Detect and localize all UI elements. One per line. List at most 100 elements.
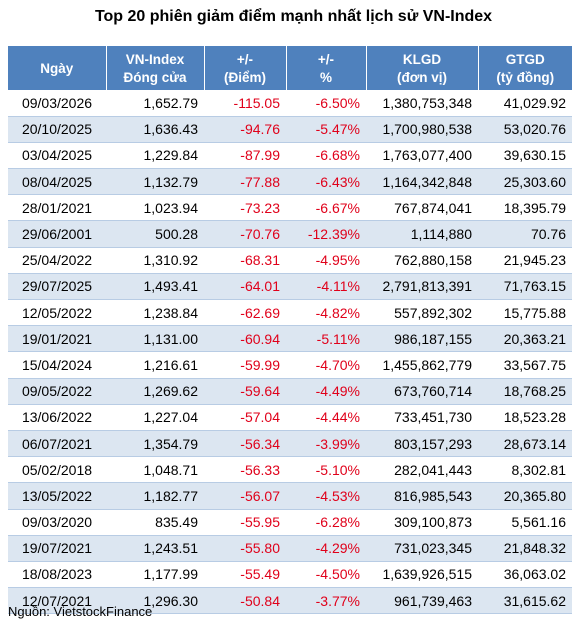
close-cell: 1,243.51 xyxy=(106,535,204,562)
column-header-date: Ngày xyxy=(8,46,106,90)
value-cell: 33,567.75 xyxy=(478,351,572,379)
volume-cell: 1,380,753,348 xyxy=(366,90,478,117)
date-cell: 19/01/2021 xyxy=(8,325,106,353)
change-percent-cell: -5.10% xyxy=(286,456,366,484)
close-cell: 835.49 xyxy=(106,509,204,536)
value-cell: 53,020.76 xyxy=(478,116,572,143)
table-row: 12/05/2022 1,238.84 -62.69 -4.82% 557,892,30… xyxy=(8,299,572,327)
date-cell: 08/04/2025 xyxy=(8,168,106,196)
change-points-cell: -115.05 xyxy=(204,90,286,117)
volume-cell: 673,760,714 xyxy=(366,378,478,405)
table-row: 25/04/2022 1,310.92 -68.31 -4.95% 762,880,15… xyxy=(8,247,572,274)
change-points-cell: -57.04 xyxy=(204,404,286,431)
table-row: 03/04/2025 1,229.84 -87.99 -6.68% 1,763,077,… xyxy=(8,142,572,170)
close-cell: 1,177.99 xyxy=(106,561,204,589)
close-cell: 500.28 xyxy=(106,220,204,248)
date-cell: 12/05/2022 xyxy=(8,299,106,327)
value-cell: 36,063.02 xyxy=(478,561,572,589)
change-points-cell: -56.33 xyxy=(204,456,286,484)
table-row: 05/02/2018 1,048.71 -56.33 -5.10% 282,041,44… xyxy=(8,456,572,484)
value-cell: 18,768.25 xyxy=(478,378,572,405)
change-percent-cell: -4.70% xyxy=(286,351,366,379)
volume-cell: 309,100,873 xyxy=(366,509,478,536)
table-row: 29/06/2001 500.28 -70.76 -12.39% 1,114,880 70… xyxy=(8,220,572,248)
change-percent-cell: -6.67% xyxy=(286,194,366,222)
table-row: 13/06/2022 1,227.04 -57.04 -4.44% 733,451,73… xyxy=(8,404,572,431)
volume-cell: 557,892,302 xyxy=(366,299,478,327)
value-cell: 71,763.15 xyxy=(478,273,572,301)
close-cell: 1,229.84 xyxy=(106,142,204,170)
table-row: 18/08/2023 1,177.99 -55.49 -4.50% 1,639,926,… xyxy=(8,561,572,589)
volume-cell: 733,451,730 xyxy=(366,404,478,431)
date-cell: 12/07/2021 xyxy=(8,587,106,615)
volume-cell: 986,187,155 xyxy=(366,325,478,353)
column-header-change-points-line1: +/- xyxy=(236,51,254,67)
value-cell: 70.76 xyxy=(478,220,572,248)
change-points-cell: -64.01 xyxy=(204,273,286,301)
column-header-volume-line2: (đơn vị) xyxy=(396,69,448,85)
change-points-cell: -56.07 xyxy=(204,482,286,510)
date-cell: 03/04/2025 xyxy=(8,142,106,170)
value-cell: 25,303.60 xyxy=(478,168,572,196)
change-points-cell: -55.95 xyxy=(204,509,286,536)
close-cell: 1,131.00 xyxy=(106,325,204,353)
source-note: Nguồn: VietstockFinance xyxy=(8,604,153,619)
column-header-change-percent-line1: +/- xyxy=(317,51,335,67)
date-cell: 29/06/2001 xyxy=(8,220,106,248)
change-percent-cell: -4.44% xyxy=(286,404,366,431)
change-points-cell: -55.49 xyxy=(204,561,286,589)
change-points-cell: -94.76 xyxy=(204,116,286,143)
header-row: Ngày VN-Index Đóng cửa +/- (Điểm) +/- % … xyxy=(8,46,572,90)
value-cell: 20,363.21 xyxy=(478,325,572,353)
change-points-cell: -60.94 xyxy=(204,325,286,353)
close-cell: 1,269.62 xyxy=(106,378,204,405)
close-cell: 1,310.92 xyxy=(106,247,204,274)
change-percent-cell: -3.99% xyxy=(286,430,366,458)
value-cell: 20,365.80 xyxy=(478,482,572,510)
volume-cell: 1,114,880 xyxy=(366,220,478,248)
change-points-cell: -68.31 xyxy=(204,247,286,274)
volume-cell: 2,791,813,391 xyxy=(366,273,478,301)
volume-cell: 1,639,926,515 xyxy=(366,561,478,589)
column-header-close-line1: VN-Index xyxy=(125,51,185,67)
value-cell: 18,523.28 xyxy=(478,404,572,431)
date-cell: 15/04/2024 xyxy=(8,351,106,379)
change-percent-cell: -6.43% xyxy=(286,168,366,196)
date-cell: 29/07/2025 xyxy=(8,273,106,301)
change-points-cell: -56.34 xyxy=(204,430,286,458)
column-header-close-line2: Đóng cửa xyxy=(123,69,187,85)
table-row: 19/01/2021 1,131.00 -60.94 -5.11% 986,187,15… xyxy=(8,325,572,353)
change-percent-cell: -4.95% xyxy=(286,247,366,274)
column-header-volume: KLGD (đơn vị) xyxy=(365,46,478,90)
date-cell: 25/04/2022 xyxy=(8,247,106,274)
data-table: Ngày VN-Index Đóng cửa +/- (Điểm) +/- % … xyxy=(8,46,572,615)
column-header-volume-line1: KLGD xyxy=(402,51,442,67)
change-percent-cell: -4.82% xyxy=(286,299,366,327)
change-points-cell: -50.84 xyxy=(204,587,286,615)
close-cell: 1,636.43 xyxy=(106,116,204,143)
date-cell: 28/01/2021 xyxy=(8,194,106,222)
date-cell: 18/08/2023 xyxy=(8,561,106,589)
close-cell: 1,048.71 xyxy=(106,456,204,484)
close-cell: 1,227.04 xyxy=(106,404,204,431)
close-cell: 1,354.79 xyxy=(106,430,204,458)
table-row: 19/07/2021 1,243.51 -55.80 -4.29% 731,023,34… xyxy=(8,535,572,562)
table-row: 08/04/2025 1,132.79 -77.88 -6.43% 1,164,342,… xyxy=(8,168,572,196)
table-row: 29/07/2025 1,493.41 -64.01 -4.11% 2,791,813,… xyxy=(8,273,572,301)
change-percent-cell: -5.47% xyxy=(286,116,366,143)
change-percent-cell: -4.11% xyxy=(286,273,366,301)
close-cell: 1,238.84 xyxy=(106,299,204,327)
change-percent-cell: -6.68% xyxy=(286,142,366,170)
table-row: 13/05/2022 1,182.77 -56.07 -4.53% 816,985,54… xyxy=(8,482,572,510)
volume-cell: 731,023,345 xyxy=(366,535,478,562)
change-points-cell: -55.80 xyxy=(204,535,286,562)
date-cell: 13/06/2022 xyxy=(8,404,106,431)
change-points-cell: -87.99 xyxy=(204,142,286,170)
change-percent-cell: -4.50% xyxy=(286,561,366,589)
date-cell: 19/07/2021 xyxy=(8,535,106,562)
volume-cell: 803,157,293 xyxy=(366,430,478,458)
change-percent-cell: -5.11% xyxy=(286,325,366,353)
table-row: 20/10/2025 1,636.43 -94.76 -5.47% 1,700,980,… xyxy=(8,116,572,143)
change-percent-cell: -12.39% xyxy=(286,220,366,248)
date-cell: 09/03/2020 xyxy=(8,509,106,536)
